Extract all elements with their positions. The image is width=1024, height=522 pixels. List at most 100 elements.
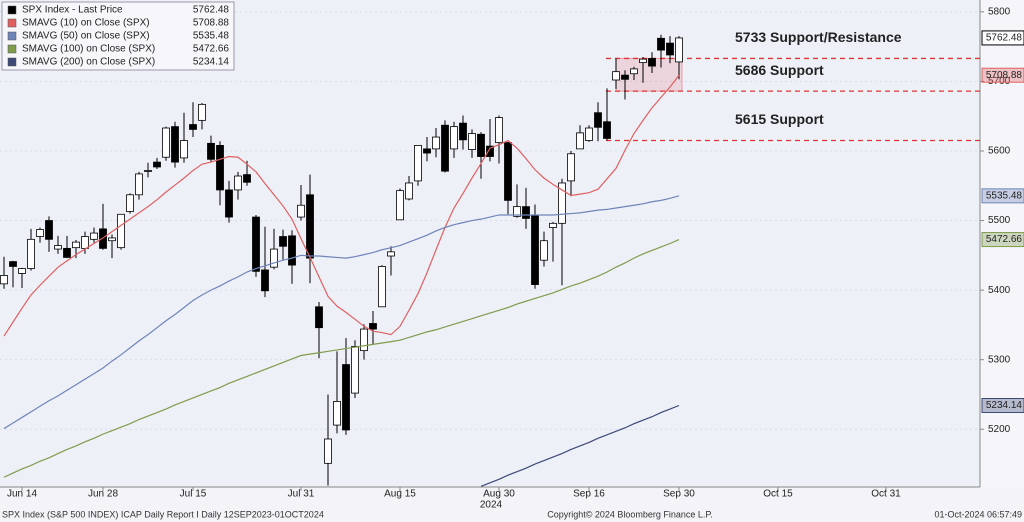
- y-tick-label: 5300: [988, 354, 1011, 365]
- legend-swatch: [7, 31, 17, 41]
- candle-body: [243, 174, 251, 183]
- candle-body: [117, 213, 125, 249]
- candle-body: [531, 215, 539, 285]
- candle-body: [18, 268, 26, 274]
- candle-body: [513, 206, 521, 217]
- candle-body: [189, 124, 197, 130]
- candle-body: [639, 58, 647, 64]
- candle-body: [90, 232, 98, 240]
- ma-line: [3, 239, 680, 478]
- candle-body: [612, 71, 620, 81]
- candle-body: [333, 401, 341, 426]
- candle-body: [603, 121, 611, 139]
- candle-body: [459, 122, 467, 141]
- candle-body: [477, 133, 485, 157]
- candle-body: [432, 136, 440, 150]
- y-tick-label: 5400: [988, 285, 1011, 296]
- candle-body: [72, 241, 80, 249]
- ma-line: [3, 195, 680, 430]
- candle-body: [648, 58, 656, 67]
- candle-body: [666, 42, 674, 56]
- ma-line: [3, 74, 680, 337]
- last-value-tag: [981, 398, 1024, 414]
- footer-right: 01-Oct-2024 06:57:49: [934, 509, 1022, 519]
- candle-body: [414, 145, 422, 182]
- candle-body: [297, 204, 305, 218]
- x-tick-label: Jun 14: [7, 489, 37, 500]
- candle-body: [27, 238, 35, 269]
- y-tick-label: 5200: [988, 424, 1011, 435]
- plot-background: [0, 0, 980, 487]
- candle-body: [558, 182, 566, 224]
- annotation-label: 5733 Support/Resistance: [735, 29, 902, 45]
- last-value-label: 5708.88: [986, 70, 1023, 81]
- candle-body: [198, 103, 206, 121]
- candle-body: [567, 153, 575, 182]
- legend-swatch: [7, 18, 17, 28]
- candle-body: [144, 170, 152, 172]
- candle-body: [54, 245, 62, 250]
- candle-body: [261, 269, 269, 292]
- candle-body: [450, 126, 458, 150]
- x-tick-label: Sep 30: [663, 489, 695, 500]
- candle-body: [621, 74, 629, 80]
- candle-body: [108, 237, 116, 242]
- candle-body: [279, 236, 287, 247]
- legend-swatch: [7, 5, 17, 15]
- candle-body: [630, 68, 638, 75]
- candle-body: [180, 140, 188, 159]
- candle-body: [522, 206, 530, 219]
- candle-body: [495, 117, 503, 144]
- candle-body: [252, 216, 260, 272]
- candle-body: [315, 306, 323, 329]
- legend-value: 5708.88: [193, 18, 230, 29]
- candle-body: [594, 112, 602, 128]
- last-value-tag: [981, 67, 1024, 83]
- legend-label: SMAVG (200) on Close (SPX): [22, 57, 155, 68]
- candle-body: [207, 142, 215, 160]
- candle-body: [423, 148, 431, 154]
- legend-value: 5535.48: [193, 31, 230, 42]
- last-value-tag: [981, 232, 1024, 248]
- candle-body: [405, 182, 413, 200]
- last-value-label: 5234.14: [986, 400, 1023, 411]
- legend-value: 5762.48: [193, 5, 230, 16]
- legend-label: SMAVG (50) on Close (SPX): [22, 31, 150, 42]
- candle-body: [387, 251, 395, 257]
- x-tick-label: Aug 30: [483, 489, 515, 500]
- legend-value: 5234.14: [193, 57, 230, 68]
- x-tick-label: Oct 15: [763, 489, 793, 500]
- x-tick-label: Aug 15: [384, 489, 416, 500]
- candle-body: [216, 145, 224, 191]
- candle-body: [504, 142, 512, 201]
- x-tick-label: Oct 31: [871, 489, 901, 500]
- legend-label: SMAVG (100) on Close (SPX): [22, 44, 155, 55]
- x-tick-label: Jul 15: [180, 489, 207, 500]
- candle-body: [324, 438, 332, 464]
- candle-body: [288, 235, 296, 266]
- ma-line: [480, 404, 680, 487]
- candle-body: [486, 145, 494, 157]
- last-value-label: 5472.66: [986, 234, 1023, 245]
- legend-label: SMAVG (10) on Close (SPX): [22, 18, 150, 29]
- x-tick-label: Jun 28: [88, 489, 118, 500]
- candle-body: [162, 127, 170, 158]
- candle-body: [396, 190, 404, 221]
- y-tick-label: 5500: [988, 215, 1011, 226]
- candle-body: [153, 161, 161, 168]
- candle-body: [378, 266, 386, 308]
- candle-body: [369, 323, 377, 330]
- last-value-tag: [981, 30, 1024, 46]
- candle-body: [36, 229, 44, 237]
- footer-left: SPX Index (S&P 500 INDEX) ICAP Daily Rep…: [2, 509, 324, 519]
- candle-body: [270, 248, 278, 268]
- candle-body: [468, 133, 476, 150]
- candle-body: [306, 194, 314, 259]
- candle-body: [441, 124, 449, 172]
- candle-body: [675, 37, 683, 63]
- candle-body: [45, 220, 53, 240]
- candle-body: [234, 175, 242, 191]
- legend-swatch: [7, 44, 17, 54]
- x-tick-label: Sep 16: [573, 489, 605, 500]
